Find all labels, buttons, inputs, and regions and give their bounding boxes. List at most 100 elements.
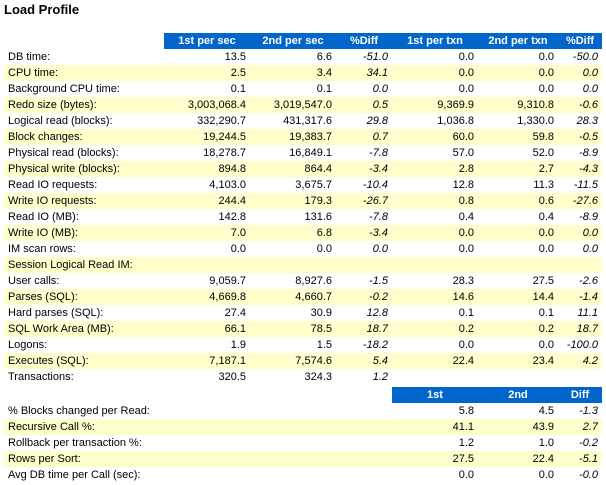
value-cell: 14.4 — [478, 289, 558, 305]
metric-label: Block changes: — [4, 129, 164, 145]
value-cell: 0.0 — [478, 225, 558, 241]
table-row: Rollback per transaction %: 1.2 1.0 -0.2 — [4, 435, 602, 451]
pct-diff-cell: -8.9 — [558, 145, 602, 161]
value-cell: 30.9 — [250, 305, 336, 321]
table-row: Recursive Call %: 41.1 43.9 2.7 — [4, 419, 602, 435]
ratio-value-cell: 5.8 — [392, 403, 478, 419]
value-cell: 8,927.6 — [250, 273, 336, 289]
pct-diff-cell: -0.5 — [558, 129, 602, 145]
value-cell: 0.2 — [478, 321, 558, 337]
pct-diff-cell: -3.4 — [336, 225, 392, 241]
pct-diff-cell: -10.4 — [336, 177, 392, 193]
pct-diff-cell: 28.3 — [558, 113, 602, 129]
value-cell: 0.0 — [392, 81, 478, 97]
ratio-value-cell: 27.5 — [392, 451, 478, 467]
table-row: % Blocks changed per Read: 5.8 4.5 -1.3 — [4, 403, 602, 419]
pct-diff-cell: 0.0 — [558, 241, 602, 257]
table-row: Physical write (blocks): 894.8 864.4 -3.4 2.… — [4, 161, 602, 177]
value-cell — [392, 369, 478, 385]
value-cell: 60.0 — [392, 129, 478, 145]
value-cell: 1.5 — [250, 337, 336, 353]
section-title: Load Profile — [4, 2, 80, 17]
ratio-diff-cell: -5.1 — [558, 451, 602, 467]
pct-diff-cell: 0.0 — [558, 81, 602, 97]
metric-label: Executes (SQL): — [4, 353, 164, 369]
pct-diff-cell — [336, 257, 392, 273]
metric-label: Write IO requests: — [4, 193, 164, 209]
pct-diff-cell: 18.7 — [336, 321, 392, 337]
pct-diff-cell: 0.0 — [336, 81, 392, 97]
value-cell: 244.4 — [164, 193, 250, 209]
metric-label: DB time: — [4, 49, 164, 65]
value-cell: 28.3 — [392, 273, 478, 289]
table-row: Hard parses (SQL): 27.4 30.9 12.8 0.1 0.1 11.1 — [4, 305, 602, 321]
value-cell: 22.4 — [392, 353, 478, 369]
value-cell: 78.5 — [250, 321, 336, 337]
value-cell: 13.5 — [164, 49, 250, 65]
value-cell: 66.1 — [164, 321, 250, 337]
value-cell: 142.8 — [164, 209, 250, 225]
table-row: Logical read (blocks): 332,290.7 431,317.6… — [4, 113, 602, 129]
value-cell: 0.0 — [392, 65, 478, 81]
ratio-label: % Blocks changed per Read: — [4, 403, 392, 419]
ratio-label: Avg DB time per Call (sec): — [4, 467, 392, 483]
ratios-header-row: 1st 2nd Diff — [4, 387, 602, 403]
pct-diff-cell: -1.5 — [336, 273, 392, 289]
value-cell: 2.8 — [392, 161, 478, 177]
ratio-value-cell: 1.0 — [478, 435, 558, 451]
value-cell: 179.3 — [250, 193, 336, 209]
metric-label: Background CPU time: — [4, 81, 164, 97]
column-header: 2nd — [478, 387, 558, 403]
pct-diff-cell: -50.0 — [558, 49, 602, 65]
value-cell: 7,187.1 — [164, 353, 250, 369]
column-header: 1st per txn — [392, 33, 478, 49]
table-row: Write IO (MB): 7.0 6.8 -3.4 0.0 0.0 0.0 — [4, 225, 602, 241]
pct-diff-cell: 0.0 — [558, 225, 602, 241]
value-cell: 0.1 — [250, 81, 336, 97]
pct-diff-cell: 5.4 — [336, 353, 392, 369]
value-cell: 320.5 — [164, 369, 250, 385]
value-cell: 0.0 — [478, 241, 558, 257]
value-cell — [250, 257, 336, 273]
pct-diff-cell: -100.0 — [558, 337, 602, 353]
pct-diff-cell: 12.8 — [336, 305, 392, 321]
value-cell: 0.0 — [392, 49, 478, 65]
pct-diff-cell: -18.2 — [336, 337, 392, 353]
metric-label: Read IO requests: — [4, 177, 164, 193]
value-cell: 4,660.7 — [250, 289, 336, 305]
value-cell: 0.4 — [478, 209, 558, 225]
value-cell: 131.6 — [250, 209, 336, 225]
value-cell: 0.1 — [478, 305, 558, 321]
ratio-diff-cell: 2.7 — [558, 419, 602, 435]
value-cell: 324.3 — [250, 369, 336, 385]
value-cell — [478, 257, 558, 273]
value-cell: 27.4 — [164, 305, 250, 321]
table-row: Avg DB time per Call (sec): 0.0 0.0 -0.0 — [4, 467, 602, 483]
value-cell: 18,278.7 — [164, 145, 250, 161]
pct-diff-cell: -2.6 — [558, 273, 602, 289]
metric-label: Transactions: — [4, 369, 164, 385]
value-cell: 16,849.1 — [250, 145, 336, 161]
pct-diff-cell — [558, 257, 602, 273]
ratios-table: 1st 2nd Diff % Blocks changed per Read: 5… — [4, 387, 602, 483]
value-cell: 9,059.7 — [164, 273, 250, 289]
header-blank-cell — [250, 387, 336, 403]
table-row: Rows per Sort: 27.5 22.4 -5.1 — [4, 451, 602, 467]
metric-label: Write IO (MB): — [4, 225, 164, 241]
value-cell: 4,103.0 — [164, 177, 250, 193]
value-cell: 0.0 — [478, 49, 558, 65]
pct-diff-cell: -0.2 — [336, 289, 392, 305]
column-header: 1st per sec — [164, 33, 250, 49]
table-row: Read IO requests: 4,103.0 3,675.7 -10.4 12.8… — [4, 177, 602, 193]
value-cell: 0.8 — [392, 193, 478, 209]
value-cell: 864.4 — [250, 161, 336, 177]
value-cell: 9,310.8 — [478, 97, 558, 113]
value-cell: 3,019,547.0 — [250, 97, 336, 113]
column-header: %Diff — [558, 33, 602, 49]
value-cell: 332,290.7 — [164, 113, 250, 129]
pct-diff-cell: -1.4 — [558, 289, 602, 305]
header-blank-cell — [164, 387, 250, 403]
value-cell: 7,574.6 — [250, 353, 336, 369]
value-cell: 19,244.5 — [164, 129, 250, 145]
value-cell: 57.0 — [392, 145, 478, 161]
